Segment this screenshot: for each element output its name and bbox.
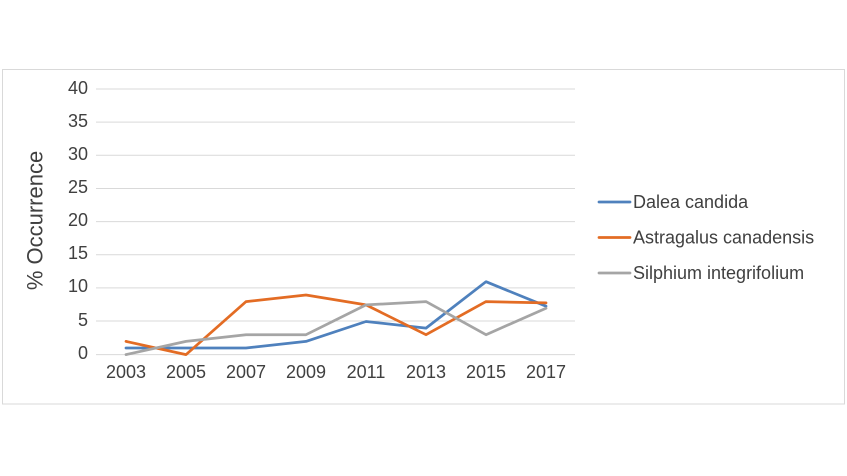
svg-text:% Occurrence: % Occurrence (23, 151, 48, 290)
svg-text:40: 40 (68, 78, 88, 98)
svg-text:20: 20 (68, 210, 88, 230)
svg-text:2005: 2005 (166, 362, 206, 382)
svg-text:10: 10 (68, 276, 88, 296)
svg-text:Dalea candida: Dalea candida (633, 192, 749, 212)
svg-text:25: 25 (68, 177, 88, 197)
svg-text:2013: 2013 (406, 362, 446, 382)
svg-text:2009: 2009 (286, 362, 326, 382)
svg-text:2011: 2011 (347, 362, 386, 382)
svg-text:Silphium integrifolium: Silphium integrifolium (633, 263, 804, 283)
svg-text:0: 0 (78, 343, 88, 363)
svg-text:2015: 2015 (466, 362, 506, 382)
svg-text:2003: 2003 (106, 362, 146, 382)
svg-text:15: 15 (68, 243, 88, 263)
svg-text:2017: 2017 (526, 362, 566, 382)
svg-text:30: 30 (68, 144, 88, 164)
svg-text:Astragalus canadensis: Astragalus canadensis (633, 228, 814, 248)
svg-text:35: 35 (68, 111, 88, 131)
svg-text:2007: 2007 (226, 362, 266, 382)
svg-text:5: 5 (78, 310, 88, 330)
